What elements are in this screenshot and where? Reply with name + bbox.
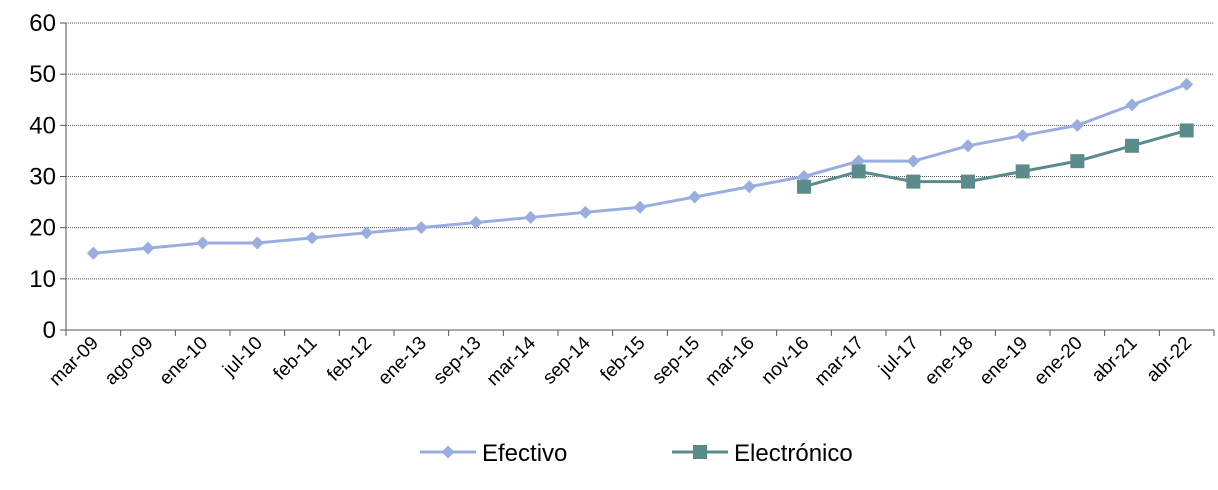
x-tick-label: feb-15	[597, 333, 650, 386]
data-point	[578, 205, 592, 219]
data-point	[141, 241, 155, 255]
legend-label: Electrónico	[734, 440, 853, 467]
x-tick-label: feb-12	[323, 333, 376, 386]
y-axis-ticks: 0 10 20 30 40 50 60	[29, 10, 56, 344]
data-point	[851, 164, 866, 179]
data-point	[797, 179, 811, 194]
data-point	[1125, 138, 1139, 153]
x-tick-label: ene-13	[374, 333, 431, 390]
data-point	[633, 200, 647, 214]
data-point	[1125, 98, 1139, 112]
legend: Efectivo Electrónico	[420, 440, 853, 467]
data-point	[250, 236, 264, 250]
y-tick-label: 20	[29, 215, 56, 242]
legend-marker	[693, 445, 707, 459]
legend-entry: Efectivo	[420, 440, 567, 467]
data-point	[196, 236, 210, 250]
x-tick-label: ene-19	[976, 333, 1033, 390]
data-point	[1070, 118, 1084, 132]
series	[86, 77, 1194, 260]
data-point	[1016, 129, 1030, 143]
data-point	[1180, 77, 1194, 91]
axes	[60, 22, 1215, 336]
x-tick-label: ene-20	[1030, 333, 1087, 390]
y-tick-label: 10	[29, 266, 56, 293]
series-line	[803, 129, 1188, 189]
legend-marker	[441, 445, 455, 459]
data-point	[305, 231, 319, 245]
data-point	[906, 174, 921, 189]
x-tick-label: jul-17	[874, 333, 922, 381]
data-point	[524, 210, 538, 224]
data-point	[961, 139, 975, 153]
y-tick-label: 30	[29, 164, 56, 191]
series-efectivo	[86, 77, 1194, 260]
x-tick-label: ene-10	[156, 333, 213, 390]
y-tick-label: 50	[29, 61, 56, 88]
x-tick-label: mar-14	[483, 332, 541, 390]
x-tick-label: nov-16	[758, 333, 814, 389]
data-point	[1179, 123, 1194, 138]
gridlines	[66, 22, 1214, 280]
data-point	[360, 226, 374, 240]
data-point	[742, 180, 756, 194]
data-point	[414, 221, 428, 235]
x-tick-label: ene-18	[921, 333, 978, 390]
x-tick-label: sep-15	[648, 333, 704, 389]
y-tick-label: 60	[29, 10, 56, 37]
data-point	[469, 216, 483, 230]
data-point	[906, 154, 920, 168]
y-tick-label: 40	[29, 112, 56, 139]
legend-label: Efectivo	[482, 440, 567, 467]
x-tick-label: mar-17	[811, 333, 868, 390]
data-point	[1070, 154, 1085, 169]
x-tick-label: feb-11	[270, 333, 322, 385]
x-tick-label: abr-22	[1143, 333, 1197, 387]
data-point	[688, 190, 702, 204]
x-tick-label: sep-13	[430, 333, 486, 389]
x-tick-label: abr-21	[1088, 333, 1142, 387]
x-tick-label: mar-16	[701, 333, 758, 390]
x-tick-label: sep-14	[539, 332, 595, 388]
x-tick-label: ago-09	[101, 333, 158, 390]
data-point	[86, 246, 100, 260]
series-electrónico	[797, 123, 1194, 194]
data-point	[961, 174, 975, 189]
x-tick-label: jul-10	[218, 333, 266, 381]
legend-entry: Electrónico	[672, 440, 853, 467]
data-point	[1015, 164, 1030, 179]
y-tick-label: 0	[43, 317, 56, 344]
